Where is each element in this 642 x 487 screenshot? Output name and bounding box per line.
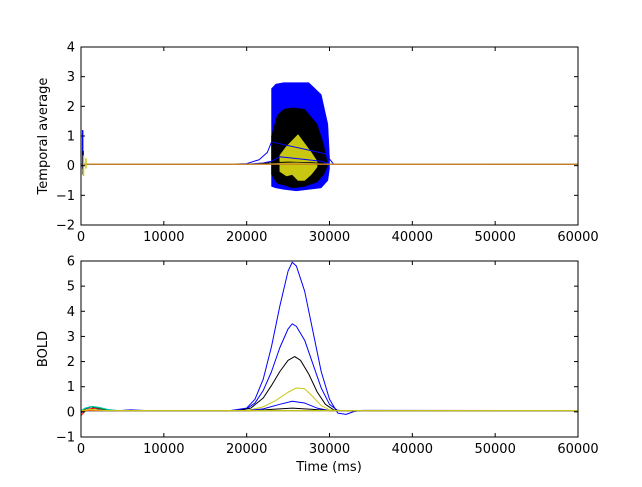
x-tick-label: 0 — [77, 442, 85, 457]
series-layer — [81, 261, 578, 416]
x-tick-label: 20000 — [226, 442, 267, 457]
series-line-10 — [81, 408, 578, 412]
bold-panel: 0 10000 20000 30000 40000 50000 60000−10123456… — [36, 255, 599, 476]
y-tick-label: 0 — [67, 405, 75, 420]
y-tick-label: 3 — [67, 330, 75, 345]
x-tick-label: 60000 — [557, 230, 598, 245]
x-tick-label: 40000 — [392, 442, 433, 457]
x-tick-label: 30000 — [309, 442, 350, 457]
y-tick-label: 4 — [67, 41, 75, 56]
x-tick-label: 60000 — [557, 442, 598, 457]
y-tick-label: 6 — [67, 255, 75, 270]
series-layer — [81, 82, 578, 192]
series-line-3 — [81, 387, 578, 412]
y-tick-label: 2 — [67, 100, 75, 115]
y-tick-label: −1 — [56, 431, 75, 446]
y-tick-label: 5 — [67, 280, 75, 295]
plot-area — [81, 47, 578, 225]
series-line-4 — [81, 400, 578, 412]
x-tick-label: 10000 — [143, 230, 184, 245]
y-axis-label: Temporal average — [36, 78, 51, 196]
tick-layer: 0 10000 20000 30000 40000 50000 60000 −2 −1 0 1 2 3 4 — [56, 41, 599, 246]
series-line-2 — [81, 356, 578, 412]
y-tick-label: 2 — [67, 355, 75, 370]
y-axis-label: BOLD — [36, 331, 51, 367]
x-tick-label: 50000 — [474, 442, 515, 457]
temporal-average-panel: 0 10000 20000 30000 40000 50000 60000 −2 −1 0 1 2 3 4… — [36, 41, 599, 246]
y-tick-label: 0 — [67, 159, 75, 174]
y-tick-label: 1 — [67, 130, 75, 145]
x-tick-label: 20000 — [226, 230, 267, 245]
y-tick-label: −1 — [56, 189, 75, 204]
x-tick-label: 30000 — [309, 230, 350, 245]
y-tick-label: 3 — [67, 70, 75, 85]
x-tick-label: 10000 — [143, 442, 184, 457]
x-axis-label: Time (ms) — [295, 460, 362, 475]
x-tick-label: 50000 — [474, 230, 515, 245]
x-tick-label: 0 — [77, 230, 85, 245]
y-tick-label: 4 — [67, 305, 75, 320]
y-tick-label: 1 — [67, 380, 75, 395]
x-tick-label: 40000 — [392, 230, 433, 245]
series-line-1 — [81, 323, 578, 412]
y-tick-label: −2 — [56, 219, 75, 234]
